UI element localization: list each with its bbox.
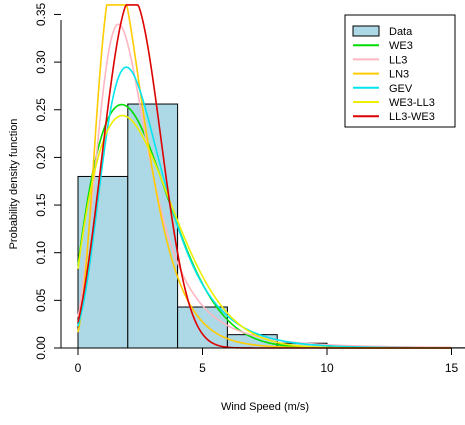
legend: Data WE3 LL3 LN3 GEV WE3-LL3 LL3-WE3 bbox=[344, 14, 456, 128]
y-tick-label: 0.15 bbox=[34, 193, 48, 217]
x-tick-label: 10 bbox=[320, 361, 334, 375]
y-tick-label: 0.05 bbox=[34, 288, 48, 312]
y-tick-label: 0.00 bbox=[34, 336, 48, 360]
legend-swatch-data bbox=[352, 25, 380, 37]
legend-label-ll3-we3: LL3-WE3 bbox=[389, 111, 435, 123]
x-tick-label: 0 bbox=[75, 361, 82, 375]
histogram-bar bbox=[127, 103, 179, 349]
histogram-bar bbox=[177, 306, 228, 349]
histogram-bars bbox=[77, 103, 465, 349]
y-axis-ticks: 0.00 0.05 0.10 0.15 0.20 0.25 0.30 0.35 bbox=[34, 2, 61, 360]
legend-label-gev: GEV bbox=[389, 83, 413, 95]
legend-label-data: Data bbox=[389, 26, 413, 38]
x-tick-label: 5 bbox=[199, 361, 206, 375]
x-axis-title: Wind Speed (m/s) bbox=[221, 401, 309, 413]
y-tick-label: 0.20 bbox=[34, 145, 48, 169]
legend-label-ll3: LL3 bbox=[389, 54, 407, 66]
y-axis-title: Probability density function bbox=[8, 119, 20, 250]
y-tick-label: 0.25 bbox=[34, 98, 48, 122]
legend-label-ln3: LN3 bbox=[389, 69, 409, 81]
y-tick-label: 0.35 bbox=[34, 2, 48, 26]
y-tick-label: 0.30 bbox=[34, 50, 48, 74]
y-tick-label: 0.10 bbox=[34, 241, 48, 265]
plot-frame bbox=[60, 20, 463, 349]
x-tick-label: 15 bbox=[445, 361, 459, 375]
legend-label-we3: WE3 bbox=[389, 40, 413, 52]
x-axis-ticks: 0 5 10 15 bbox=[75, 348, 459, 375]
legend-label-we3-ll3: WE3-LL3 bbox=[389, 97, 435, 109]
